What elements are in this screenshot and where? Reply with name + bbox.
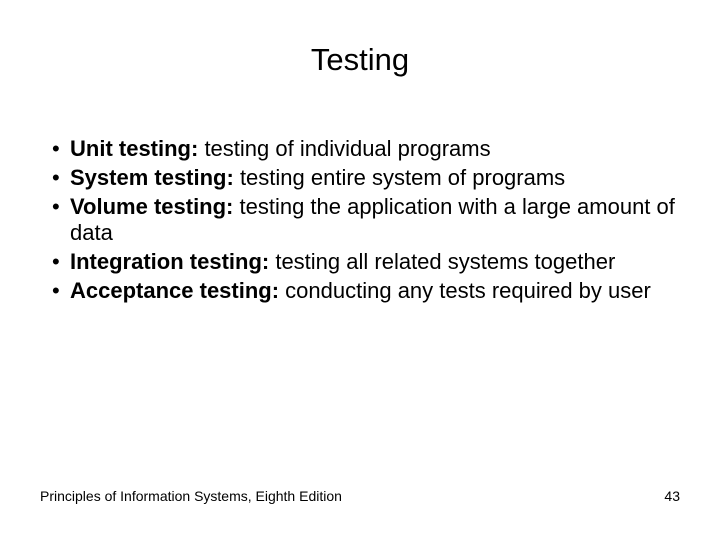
list-item: Integration testing: testing all related… [40,249,680,276]
list-item: Unit testing: testing of individual prog… [40,136,680,163]
bullet-def: testing all related systems together [269,249,615,274]
bullet-def: testing of individual programs [198,136,490,161]
bullet-term: System testing: [70,165,234,190]
list-item: System testing: testing entire system of… [40,165,680,192]
bullet-term: Volume testing: [70,194,233,219]
slide-title: Testing [0,0,720,98]
slide-footer: Principles of Information Systems, Eight… [40,488,680,504]
slide: Testing Unit testing: testing of individ… [0,0,720,540]
bullet-def: testing entire system of programs [234,165,565,190]
bullet-term: Acceptance testing: [70,278,279,303]
list-item: Volume testing: testing the application … [40,194,680,248]
page-number: 43 [664,488,680,504]
bullet-term: Unit testing: [70,136,198,161]
footer-source: Principles of Information Systems, Eight… [40,488,342,504]
slide-content: Unit testing: testing of individual prog… [0,98,720,305]
list-item: Acceptance testing: conducting any tests… [40,278,680,305]
bullet-def: conducting any tests required by user [279,278,651,303]
bullet-term: Integration testing: [70,249,269,274]
bullet-list: Unit testing: testing of individual prog… [40,136,680,305]
